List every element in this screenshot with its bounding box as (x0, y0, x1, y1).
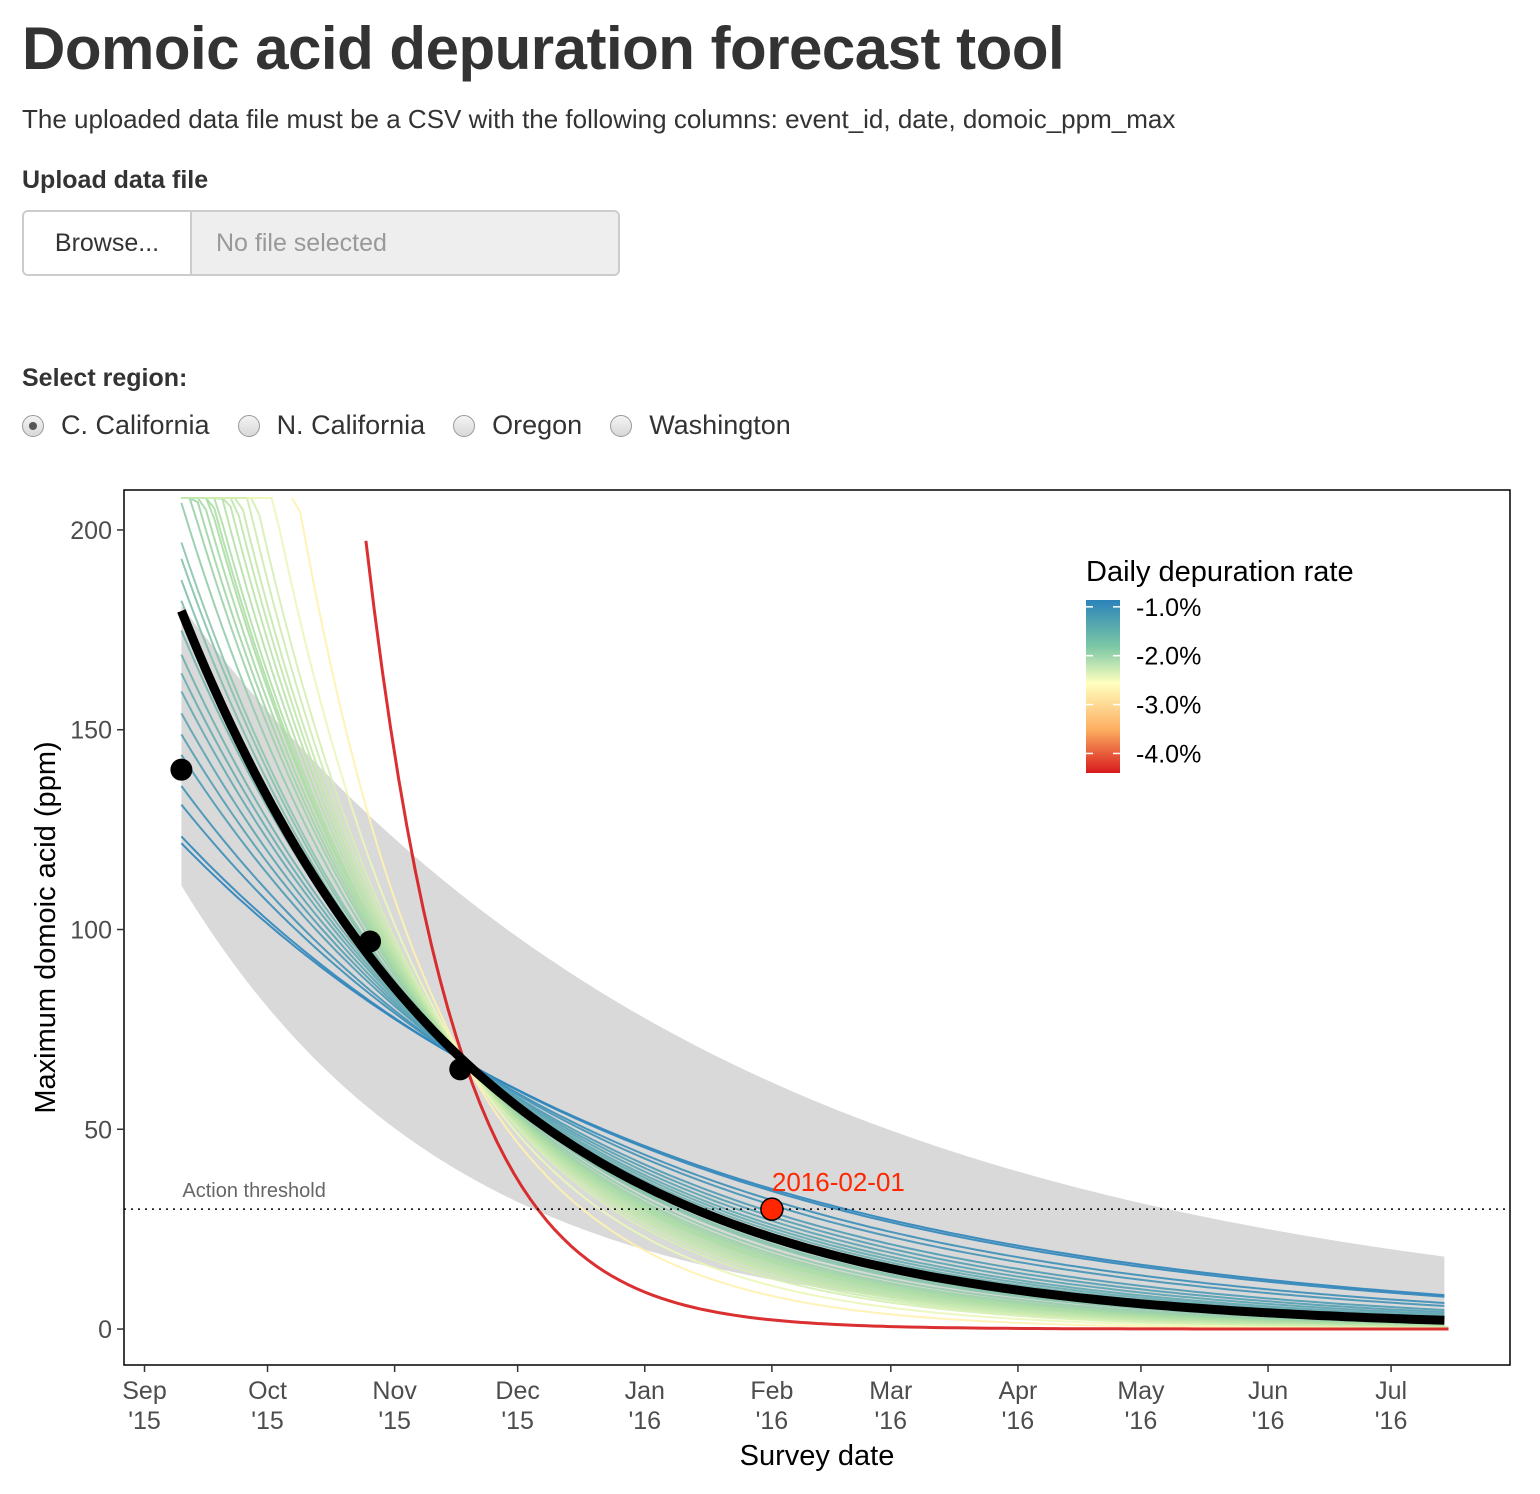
region-radio-group: C. California N. California Oregon Washi… (22, 410, 819, 441)
upload-label: Upload data file (22, 166, 209, 194)
legend-tick-label: -1.0% (1136, 594, 1201, 622)
ensemble-series-line (180, 690, 1445, 1317)
ensemble-series-line (218, 497, 1449, 1329)
browse-button[interactable]: Browse... (24, 212, 192, 274)
ensemble-series-line (180, 803, 1445, 1304)
y-tick-label: 200 (70, 517, 112, 545)
radio-button[interactable] (453, 414, 476, 437)
app-title: Domoic acid depuration forecast tool (22, 15, 1065, 82)
radio-label: Oregon (492, 410, 583, 440)
legend-colorbar (1086, 600, 1120, 773)
x-tick-label: Jan '16 (625, 1377, 665, 1435)
x-tick-label: May '16 (1117, 1377, 1165, 1435)
upload-instructions: The uploaded data file must be a CSV wit… (22, 104, 1176, 134)
plot-panel-border (123, 489, 1511, 1366)
radio-button[interactable] (237, 414, 260, 437)
radio-label: Washington (649, 410, 791, 440)
y-axis-title: Maximum domoic acid (ppm) (30, 741, 62, 1113)
file-upload-control: Browse... No file selected (22, 210, 620, 276)
y-tick-label: 50 (84, 1116, 112, 1144)
depuration-chart: Action threshold 2016-02-01 0 50 100 150 200… (30, 489, 1511, 1472)
x-tick-label: Jul '16 (1375, 1377, 1408, 1435)
radio-option-washington[interactable]: Washington (610, 410, 791, 441)
observed-data-point (359, 930, 382, 953)
x-tick-label: Oct '15 (248, 1377, 287, 1435)
legend-tick-label: -4.0% (1136, 740, 1201, 768)
radio-dot (29, 421, 37, 430)
ensemble-series-line (180, 754, 1445, 1311)
x-tick-label: Dec '15 (495, 1377, 539, 1435)
radio-button[interactable] (610, 414, 633, 437)
y-tick-label: 0 (98, 1316, 112, 1344)
ensemble-series-line (180, 785, 1445, 1307)
fitted-depuration-curve (177, 609, 1445, 1325)
ensemble-series-line (180, 712, 1445, 1316)
radio-label: C. California (61, 410, 210, 440)
ensemble-series-line (364, 540, 1449, 1331)
region-label: Select region: (22, 364, 188, 392)
radio-option-c-california[interactable]: C. California (22, 410, 210, 441)
observed-data-point (170, 758, 193, 781)
radio-option-n-california[interactable]: N. California (237, 410, 426, 441)
x-tick-label: Feb '16 (750, 1377, 793, 1435)
y-tick-label: 100 (70, 916, 112, 944)
y-tick-label: 150 (70, 717, 112, 745)
ensemble-series-line (180, 835, 1445, 1298)
legend-tick-label: -2.0% (1136, 643, 1201, 671)
x-tick-label: Sep '15 (122, 1377, 166, 1435)
ensemble-series-line (180, 502, 1445, 1325)
x-tick-label: Mar '16 (869, 1377, 912, 1435)
legend-title: Daily depuration rate (1086, 556, 1354, 588)
x-tick-label: Apr '16 (998, 1377, 1037, 1435)
legend-tick-label: -3.0% (1136, 692, 1201, 720)
ensemble-series-line (180, 672, 1445, 1318)
file-name-display: No file selected (192, 212, 618, 274)
radio-option-oregon[interactable]: Oregon (453, 410, 582, 441)
ensemble-series-line (247, 497, 1445, 1330)
forecast-point (760, 1197, 784, 1221)
observed-data-point (449, 1058, 472, 1081)
ensemble-series-line (180, 733, 1445, 1314)
x-axis-title: Survey date (740, 1440, 895, 1472)
radio-label: N. California (276, 410, 426, 440)
action-threshold-label: Action threshold (182, 1180, 325, 1202)
radio-button-selected[interactable] (22, 414, 44, 437)
forecast-date-label: 2016-02-01 (772, 1167, 905, 1197)
x-tick-label: Nov '15 (372, 1377, 417, 1435)
x-tick-label: Jun '16 (1248, 1377, 1288, 1435)
